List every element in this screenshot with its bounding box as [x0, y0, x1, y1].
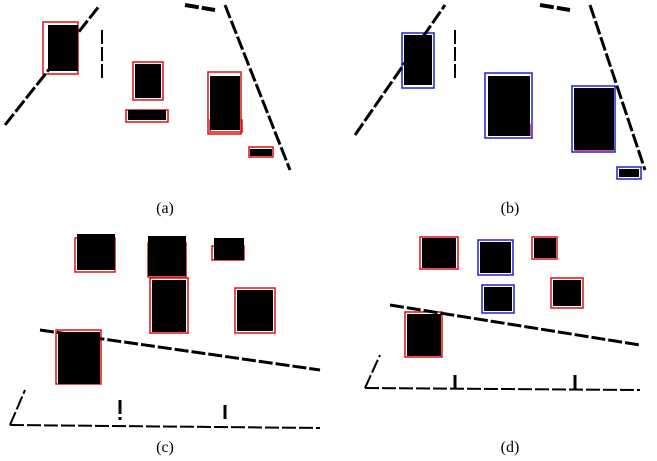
- vehicle-blob: [422, 238, 456, 268]
- vehicle-blob: [58, 332, 100, 384]
- vehicle-blob: [237, 290, 273, 331]
- vehicle-blob: [128, 110, 166, 120]
- lane-line: [5, 5, 100, 125]
- caption: (c): [156, 439, 174, 456]
- vehicle-blob: [534, 238, 556, 258]
- vehicle-blob: [574, 88, 614, 150]
- vehicle-blob: [148, 236, 186, 276]
- figure: (a) (b) (c) (d): [0, 0, 657, 461]
- vehicle-detail: [629, 0, 633, 2]
- lane-line: [540, 5, 570, 10]
- lane-line: [185, 5, 215, 10]
- vehicle-blob: [488, 76, 530, 136]
- lane-line: [365, 355, 380, 388]
- caption: (b): [501, 200, 520, 217]
- vehicle-blob: [407, 314, 441, 356]
- lane-line: [10, 425, 320, 428]
- vehicle-blob: [553, 280, 581, 306]
- vehicle-blob: [484, 287, 512, 311]
- vehicle-blob: [214, 238, 244, 260]
- vehicle-detail: [622, 0, 626, 2]
- lane-line: [365, 388, 640, 390]
- vehicle-blob: [619, 169, 639, 177]
- caption: (d): [501, 439, 520, 456]
- vehicle-blob: [210, 76, 240, 130]
- vehicle-blob: [152, 280, 186, 332]
- vehicle-blob: [250, 149, 272, 156]
- caption: (a): [156, 200, 174, 217]
- vehicle-blob: [480, 242, 511, 273]
- lane-line: [10, 390, 25, 425]
- vehicle-blob: [77, 234, 115, 270]
- vehicle-blob: [135, 64, 161, 98]
